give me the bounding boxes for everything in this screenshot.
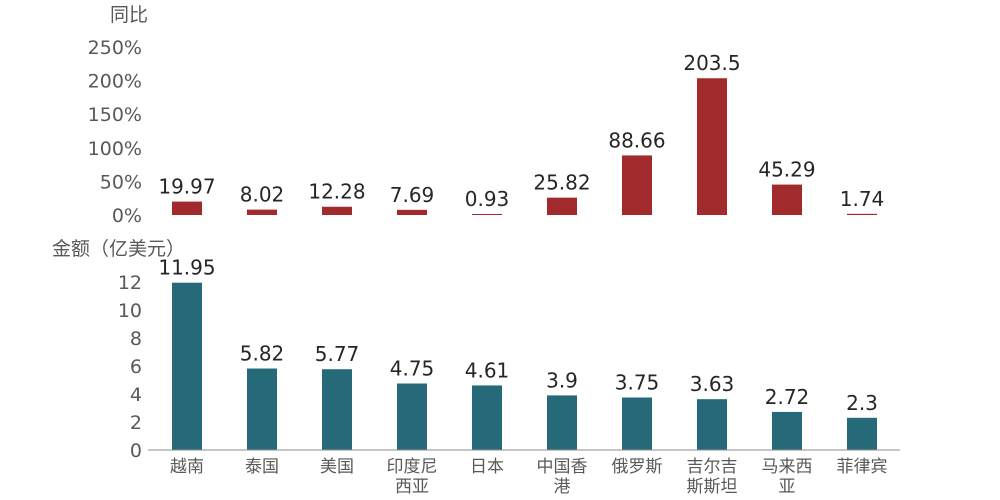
data-label: 88.66 (608, 128, 665, 152)
data-label: 5.77 (315, 342, 360, 366)
category-label: 印度尼 (387, 457, 438, 477)
bar (397, 383, 427, 450)
data-label: 3.75 (615, 371, 660, 395)
top-axis-title: 同比 (110, 4, 148, 26)
data-label: 2.3 (846, 391, 878, 415)
data-label: 4.75 (390, 357, 435, 381)
y-tick-label: 150% (88, 104, 142, 126)
y-tick-label: 10 (118, 300, 142, 322)
bar (547, 197, 577, 215)
bar (847, 213, 877, 215)
category-label: 港 (554, 477, 571, 497)
data-label: 2.72 (765, 385, 810, 409)
y-tick-label: 6 (130, 356, 142, 378)
y-tick-label: 50% (100, 171, 142, 193)
bar (322, 369, 352, 450)
y-tick-label: 0 (130, 440, 142, 462)
category-label: 泰国 (245, 457, 279, 477)
top-y-ticks: 0% 50% 100% 150% 200% 250% (88, 37, 142, 227)
bar (547, 395, 577, 450)
category-label: 越南 (170, 457, 204, 477)
category-label: 俄罗斯 (612, 457, 663, 477)
bar (697, 399, 727, 450)
data-label: 203.5 (683, 51, 740, 75)
bar (847, 417, 877, 450)
bar (622, 155, 652, 215)
bar (397, 209, 427, 215)
top-bars (172, 78, 877, 215)
bar (247, 209, 277, 215)
bar (172, 282, 202, 450)
data-label: 19.97 (158, 175, 215, 199)
bottom-bars (172, 282, 877, 450)
data-label: 1.74 (840, 187, 885, 211)
category-label: 亚 (779, 477, 796, 497)
bottom-y-ticks: 0 2 4 6 8 10 12 (118, 272, 142, 462)
y-tick-label: 8 (130, 328, 142, 350)
category-label: 西亚 (395, 477, 429, 497)
bar (472, 214, 502, 215)
data-label: 5.82 (240, 342, 285, 366)
bar (622, 397, 652, 450)
y-tick-label: 2 (130, 412, 142, 434)
category-label: 中国香 (537, 457, 588, 477)
category-label: 吉尔吉 (687, 457, 738, 477)
category-label: 菲律宾 (837, 457, 888, 477)
data-label: 4.61 (465, 358, 510, 382)
data-label: 3.9 (546, 368, 578, 392)
category-label: 马来西 (762, 457, 813, 477)
data-label: 3.63 (690, 372, 735, 396)
data-label: 45.29 (758, 158, 815, 182)
y-tick-label: 250% (88, 37, 142, 59)
y-tick-label: 0% (112, 205, 142, 227)
y-tick-label: 100% (88, 138, 142, 160)
bar (247, 368, 277, 450)
bottom-data-labels: 11.95 5.82 5.77 4.75 4.61 3.9 3.75 3.63 2.72 2.3 (158, 256, 878, 415)
data-label: 8.02 (240, 183, 285, 207)
bar (772, 184, 802, 215)
bar (172, 201, 202, 215)
bar (322, 206, 352, 215)
y-tick-label: 4 (130, 384, 142, 406)
bar (472, 385, 502, 450)
y-tick-label: 200% (88, 71, 142, 93)
data-label: 25.82 (533, 171, 590, 195)
top-data-labels: 19.97 8.02 12.28 7.69 0.93 25.82 88.66 203.5 45.… (158, 51, 884, 211)
category-label: 斯斯坦 (687, 477, 738, 497)
data-label: 7.69 (390, 183, 435, 207)
data-label: 0.93 (465, 187, 510, 211)
y-tick-label: 12 (118, 272, 142, 294)
category-label: 美国 (320, 457, 354, 477)
bottom-axis-title: 金额（亿美元） (52, 238, 185, 260)
bar (772, 411, 802, 450)
bar (697, 78, 727, 215)
category-label: 日本 (470, 457, 504, 477)
data-label: 12.28 (308, 180, 365, 204)
data-label: 11.95 (158, 256, 215, 280)
